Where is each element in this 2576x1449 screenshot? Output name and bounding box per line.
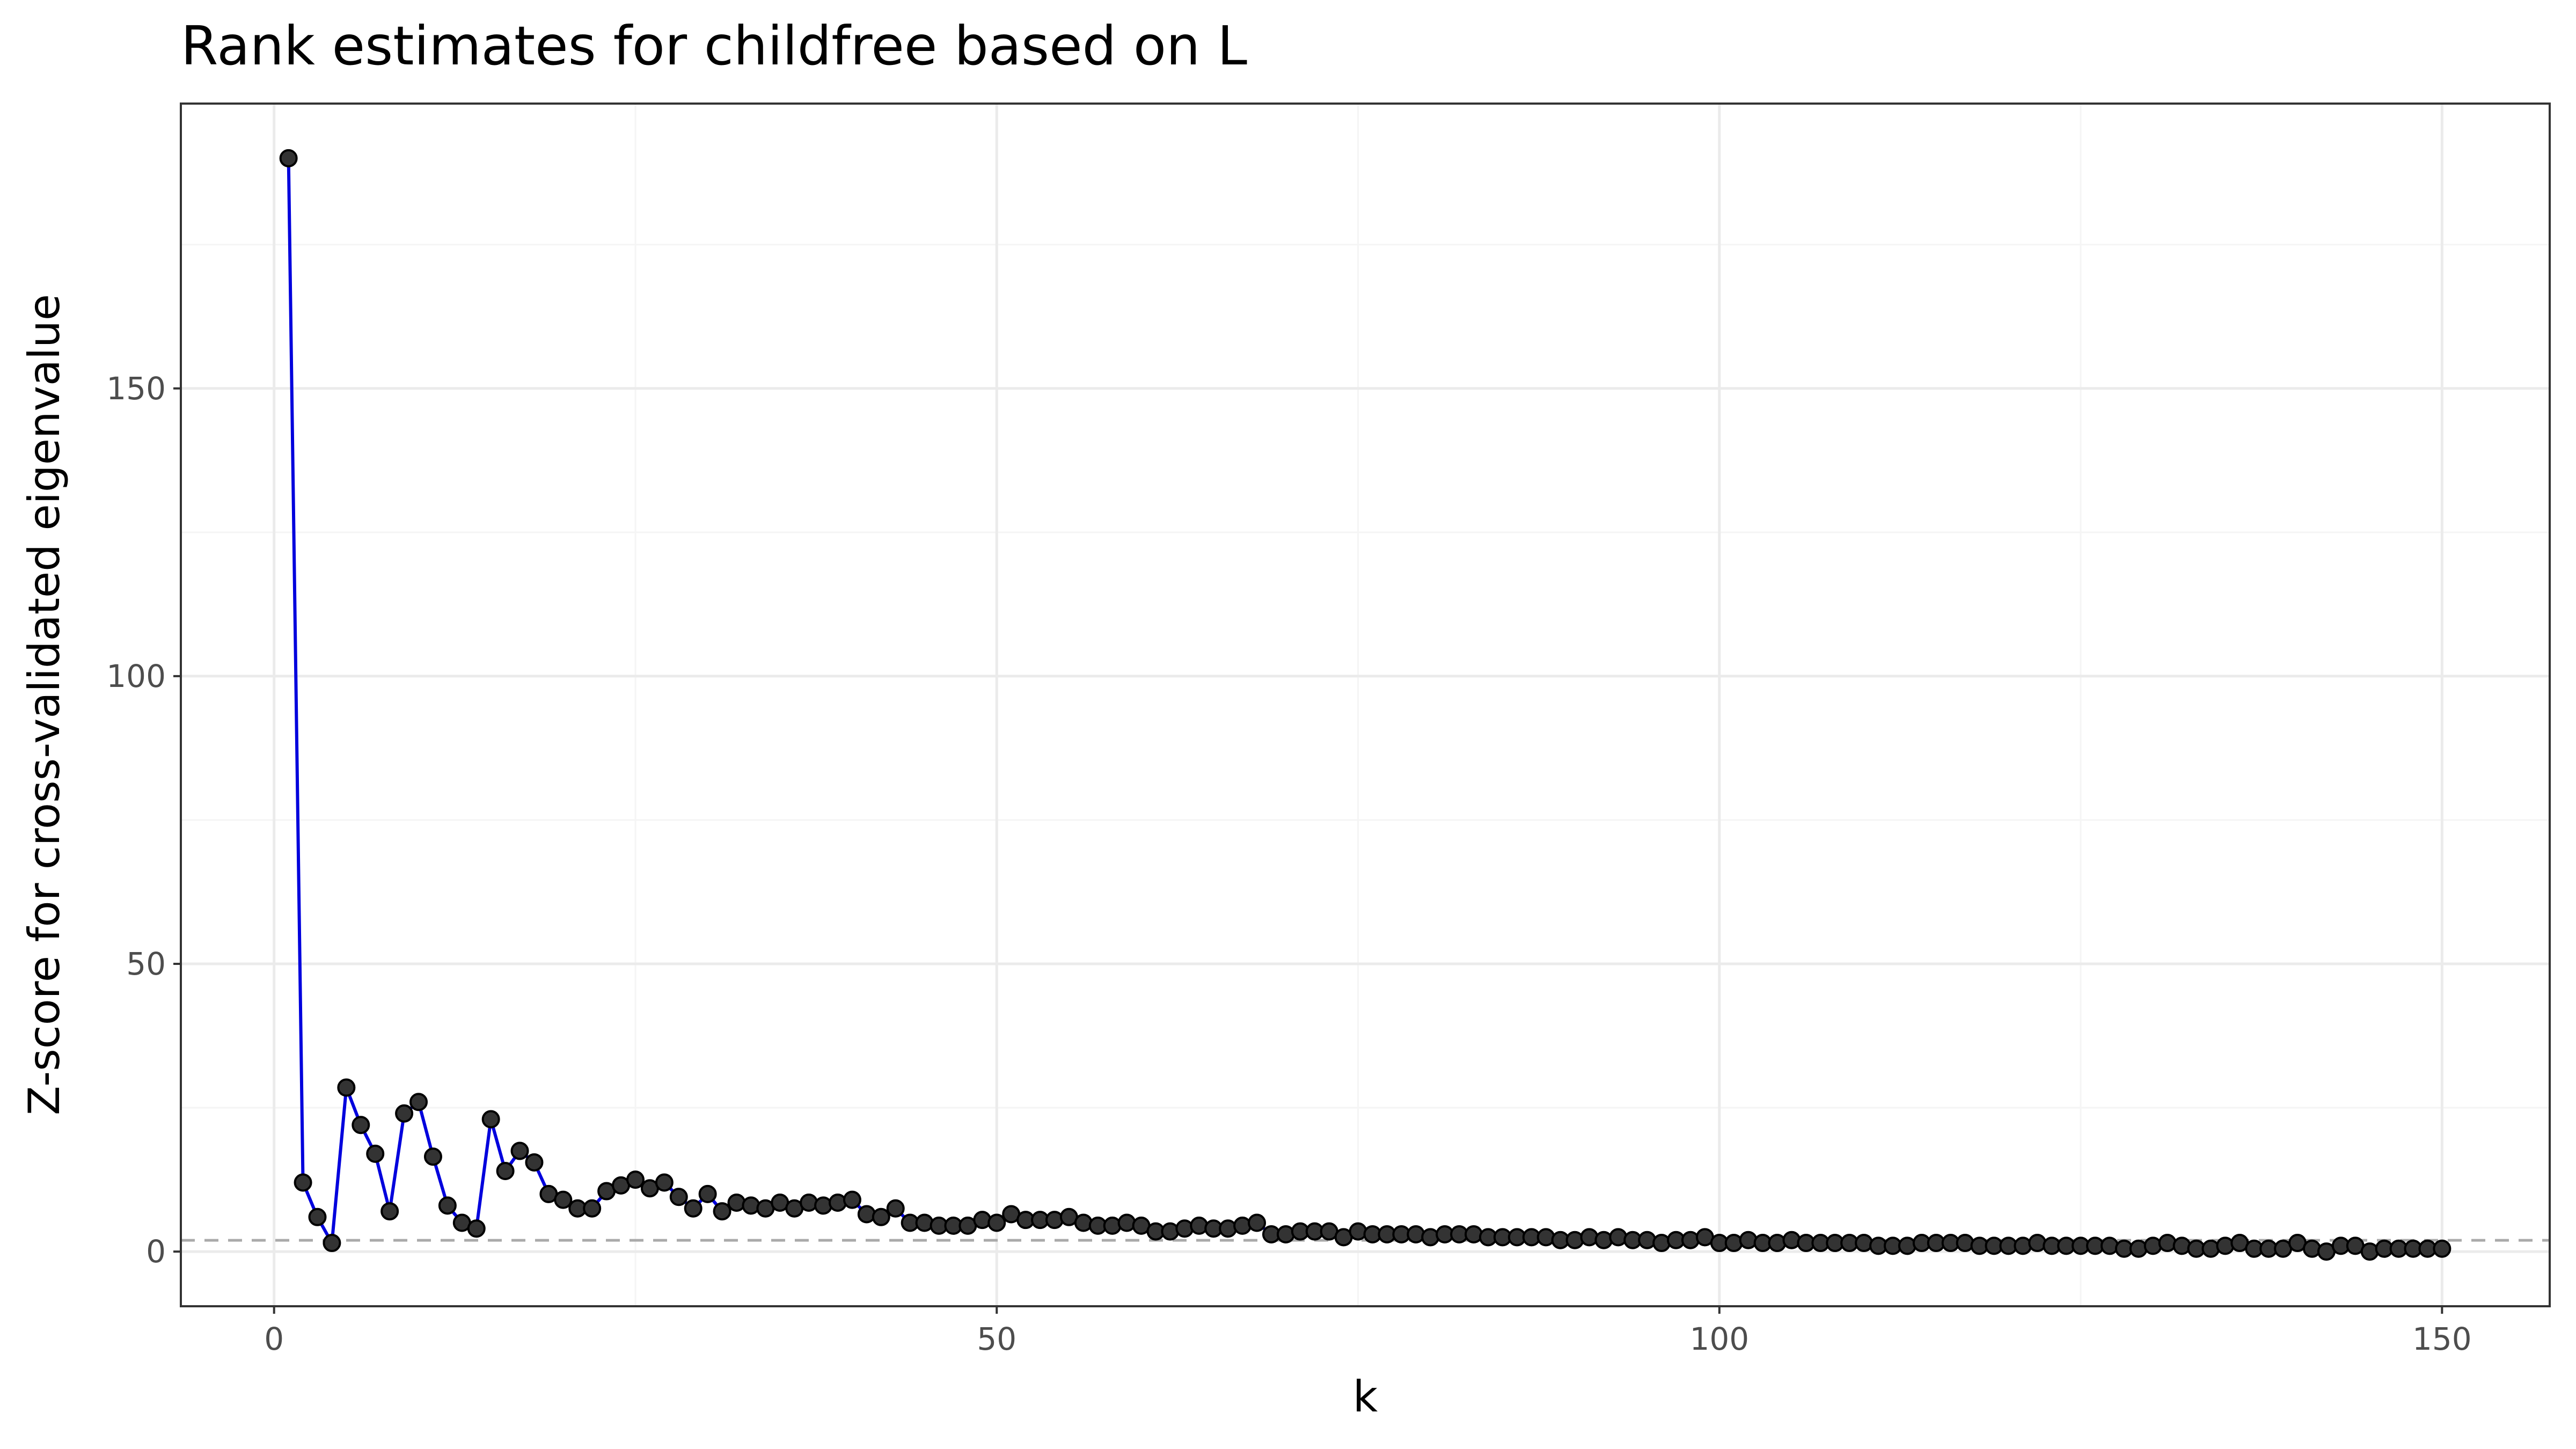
data-point <box>1536 1228 1555 1247</box>
data-point <box>1681 1231 1700 1249</box>
data-point <box>2360 1242 2379 1261</box>
x-axis-label: k <box>1353 1372 1378 1422</box>
data-point <box>684 1199 702 1218</box>
data-point <box>1248 1213 1267 1232</box>
data-point <box>1464 1225 1483 1243</box>
data-point <box>438 1196 457 1215</box>
data-point <box>1103 1216 1122 1235</box>
data-point <box>1739 1231 1758 1249</box>
data-point <box>525 1153 544 1172</box>
data-point <box>2216 1236 2235 1255</box>
data-point <box>2201 1239 2220 1258</box>
data-point <box>2028 1234 2047 1253</box>
data-point <box>1219 1219 1238 1238</box>
data-point <box>1407 1225 1425 1243</box>
data-point <box>423 1147 442 1166</box>
x-tick-label: 150 <box>2412 1321 2472 1357</box>
data-point <box>1276 1225 1295 1243</box>
data-point <box>467 1219 486 1238</box>
y-tick-label: 150 <box>106 370 166 407</box>
data-point <box>496 1162 515 1181</box>
data-point <box>583 1199 602 1218</box>
data-point <box>323 1234 341 1253</box>
data-point <box>1175 1219 1194 1238</box>
data-point <box>395 1104 414 1123</box>
data-point <box>2172 1236 2191 1255</box>
data-point <box>1594 1231 1613 1249</box>
data-point <box>1768 1234 1787 1253</box>
data-point <box>1421 1228 1440 1247</box>
data-point <box>1565 1231 1584 1249</box>
data-point <box>1045 1211 1064 1230</box>
data-point <box>626 1170 645 1189</box>
data-point <box>2143 1236 2162 1255</box>
data-point <box>279 149 298 167</box>
data-point <box>409 1093 428 1111</box>
data-point <box>1233 1216 1252 1235</box>
y-tick-label: 50 <box>126 946 166 982</box>
data-point <box>1117 1213 1136 1232</box>
data-point <box>1724 1234 1743 1253</box>
data-point <box>669 1188 688 1206</box>
data-point <box>1349 1222 1367 1241</box>
data-point <box>814 1196 833 1215</box>
data-point <box>294 1173 312 1192</box>
data-point <box>1898 1236 1916 1255</box>
data-point <box>987 1213 1006 1232</box>
data-point <box>481 1110 500 1129</box>
data-point <box>510 1141 529 1160</box>
data-point <box>742 1196 760 1215</box>
data-point <box>2129 1239 2148 1258</box>
data-point <box>1609 1228 1628 1247</box>
data-point <box>886 1199 905 1218</box>
data-point <box>800 1193 818 1212</box>
data-point <box>2158 1234 2177 1253</box>
data-point <box>973 1211 992 1230</box>
x-tick-label: 50 <box>977 1321 1016 1357</box>
data-point <box>2014 1236 2032 1255</box>
data-point <box>380 1202 399 1221</box>
data-point <box>1580 1228 1599 1247</box>
data-point <box>843 1190 861 1209</box>
y-tick-label: 0 <box>146 1233 166 1270</box>
y-axis-label: Z-score for cross-validated eigenvalue <box>19 294 69 1115</box>
data-point <box>1190 1216 1209 1235</box>
data-point <box>829 1193 847 1212</box>
data-point <box>2302 1239 2321 1258</box>
data-point <box>872 1208 890 1226</box>
data-point <box>857 1205 876 1224</box>
data-point <box>1652 1234 1671 1253</box>
data-point <box>713 1202 731 1221</box>
x-tick-label: 0 <box>264 1321 284 1357</box>
data-point <box>1855 1234 1874 1253</box>
data-point <box>698 1184 717 1203</box>
data-point <box>2433 1239 2451 1258</box>
data-point <box>1638 1231 1657 1249</box>
data-point <box>2100 1236 2119 1255</box>
data-point <box>727 1193 746 1212</box>
data-point <box>366 1144 385 1163</box>
data-point <box>1782 1231 1801 1249</box>
x-tick-label: 100 <box>1689 1321 1749 1357</box>
y-tick-label: 100 <box>106 658 166 694</box>
data-point <box>915 1213 934 1232</box>
data-point <box>554 1190 573 1209</box>
data-point <box>1956 1234 1974 1253</box>
data-point <box>337 1078 356 1097</box>
data-point <box>1074 1213 1093 1232</box>
panel-border <box>180 103 2551 1307</box>
chart-title: Rank estimates for childfree based on L <box>181 14 1247 77</box>
data-point <box>655 1173 674 1192</box>
data-point <box>308 1208 327 1226</box>
data-point <box>1161 1222 1180 1241</box>
data-point <box>352 1116 370 1135</box>
